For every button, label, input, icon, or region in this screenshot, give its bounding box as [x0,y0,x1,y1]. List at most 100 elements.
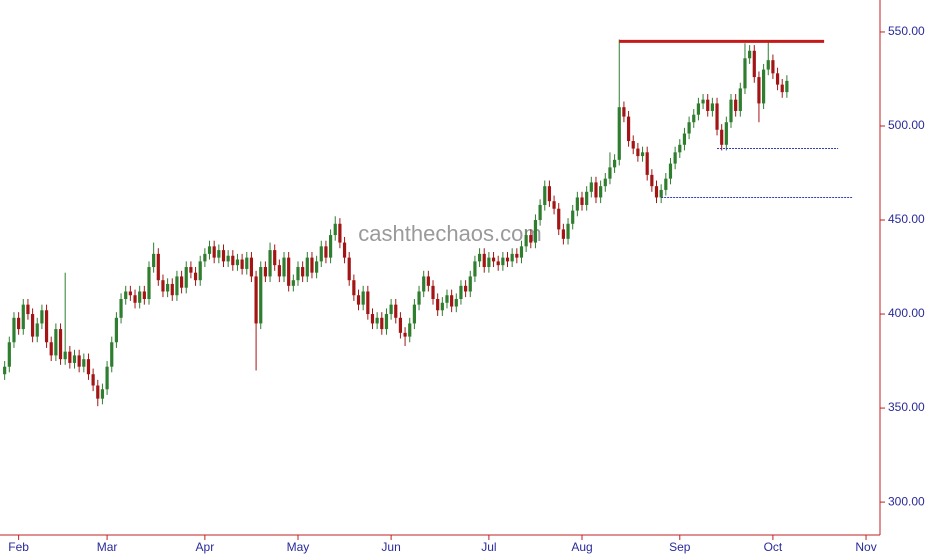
candle-body [496,261,500,266]
candle-body [240,259,244,269]
candle-body [384,314,389,330]
candle-body [319,246,323,262]
candle-body [361,291,365,305]
y-tick-label: 450.00 [888,212,925,226]
candle-body [17,317,21,330]
candle-body [245,257,249,269]
candle-body [533,220,538,243]
candle-body [86,359,91,375]
candle-body [259,267,263,324]
candle-body [72,355,77,363]
candle-body [268,250,272,277]
watermark: cashthechaos.com [358,221,541,246]
candle-body [459,285,463,299]
candle-body [170,283,174,296]
candle-body [682,133,687,145]
candle-body [519,246,524,258]
candle-body [342,242,347,258]
candle-body [580,197,584,205]
candle-body [189,267,193,273]
candle-body [636,148,640,157]
candle-body [231,255,235,266]
candle-body [780,84,784,93]
candle-body [440,302,444,311]
candle-body [645,152,649,175]
candle-body [640,152,645,157]
candle-body [235,259,240,266]
candle-body [35,323,39,337]
y-tick-label: 500.00 [888,118,925,132]
candle-body [557,208,561,230]
candle-body [198,261,202,281]
candle-body [473,261,477,277]
candle-body [30,314,35,337]
candle-body [752,50,756,78]
candle-body [771,60,775,74]
candle-body [217,250,221,258]
candle-body [608,167,612,179]
candle-body [49,342,53,356]
candle-body [133,295,137,303]
candle-body [40,310,44,324]
y-tick-label: 350.00 [888,400,925,414]
x-tick-label: Jun [381,540,400,554]
candle-body [668,163,673,179]
candle-body [515,253,519,258]
candle-body [631,141,635,149]
candle-body [757,77,761,104]
candle-body [403,332,407,337]
candle-body [664,178,668,190]
candle-body [417,291,421,305]
candle-body [291,280,295,286]
candle-body [775,73,780,85]
x-tick-label: Nov [855,540,876,554]
x-tick-label: Mar [97,540,118,554]
y-tick-label: 550.00 [888,24,925,38]
candle-body [380,317,384,330]
candle-body [12,317,16,343]
candle-body [315,261,319,273]
candle-body [105,366,109,390]
candle-body [114,317,119,343]
candle-body [422,276,426,292]
candle-body [124,291,128,299]
candle-body [673,152,677,164]
candle-body [273,250,277,266]
candle-body [729,99,733,123]
candle-body [328,235,333,258]
candle-body [82,359,86,367]
candle-body [305,257,309,277]
candle-body [589,182,593,192]
candle-body [487,257,491,268]
candle-body [301,267,305,277]
candle-body [687,122,691,134]
candle-body [166,283,170,292]
candle-body [766,60,770,70]
candle-body [296,267,300,281]
candle-body [654,186,659,198]
candle-body [715,103,719,130]
candle-body [761,69,766,104]
candle-body [100,389,105,399]
candle-body [44,310,49,343]
candle-body [96,385,100,399]
candle-body [561,229,565,239]
candle-body [221,250,226,262]
candle-body [743,58,747,89]
candle-body [626,116,631,142]
candle-body [91,374,95,386]
candle-body [585,191,589,205]
candle-body [338,223,342,243]
candle-body [119,298,123,318]
candle-body [54,329,58,356]
candle-body [333,223,337,236]
candle-body [370,314,375,324]
candle-body [696,103,701,115]
candle-body [21,304,25,330]
candle-body [710,103,714,111]
candle-body [277,265,281,277]
y-tick-label: 400.00 [888,306,925,320]
candle-body [734,99,738,111]
candle-body [603,178,607,187]
